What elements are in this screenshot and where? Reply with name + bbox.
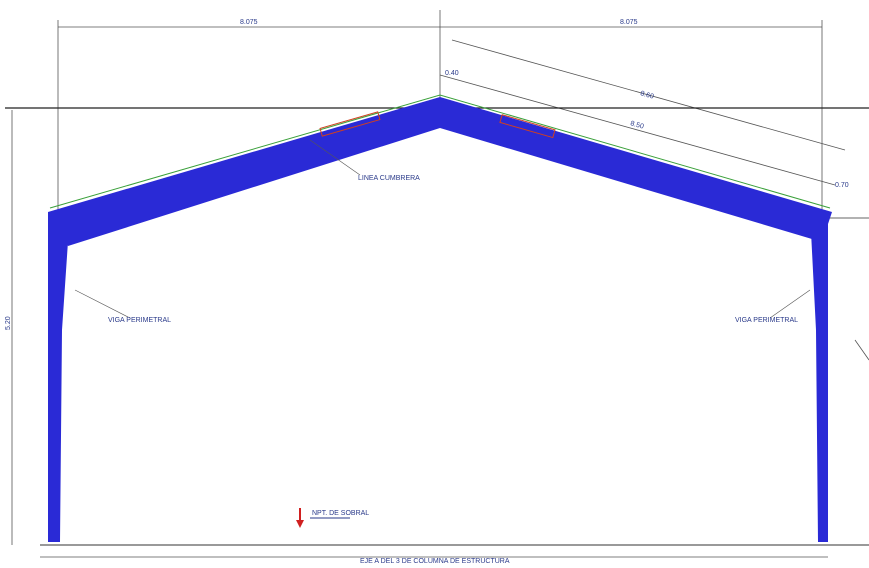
- dim-text: 8.075: [240, 19, 258, 26]
- label: VIGA PERIMETRAL: [108, 317, 171, 324]
- leader: [770, 290, 810, 318]
- right-column: [810, 212, 828, 542]
- dimension-lines: [12, 10, 869, 557]
- level-arrow: [296, 520, 304, 528]
- leader: [75, 290, 130, 318]
- label: EJE A DEL 3 DE COLUMNA DE ESTRUCTURA: [360, 558, 510, 565]
- drawing: 8.075 8.075 8.60 8.50 0.40 0.70 5.20 LIN…: [0, 0, 869, 568]
- dim-text: 0.40: [445, 70, 459, 77]
- dim-text: 8.50: [629, 120, 644, 131]
- dim-text: 8.075: [620, 19, 638, 26]
- rafter: [48, 97, 832, 246]
- left-column: [48, 212, 70, 542]
- label: NPT. DE SOBRAL: [312, 510, 369, 517]
- label: VIGA PERIMETRAL: [735, 317, 798, 324]
- dim-text: 0.70: [835, 182, 849, 189]
- dim-text: 5.20: [5, 316, 12, 330]
- dim-text: 8.60: [639, 90, 654, 101]
- label: LINEA CUMBRERA: [358, 175, 420, 182]
